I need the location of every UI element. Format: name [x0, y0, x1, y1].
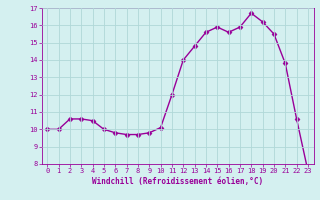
- X-axis label: Windchill (Refroidissement éolien,°C): Windchill (Refroidissement éolien,°C): [92, 177, 263, 186]
